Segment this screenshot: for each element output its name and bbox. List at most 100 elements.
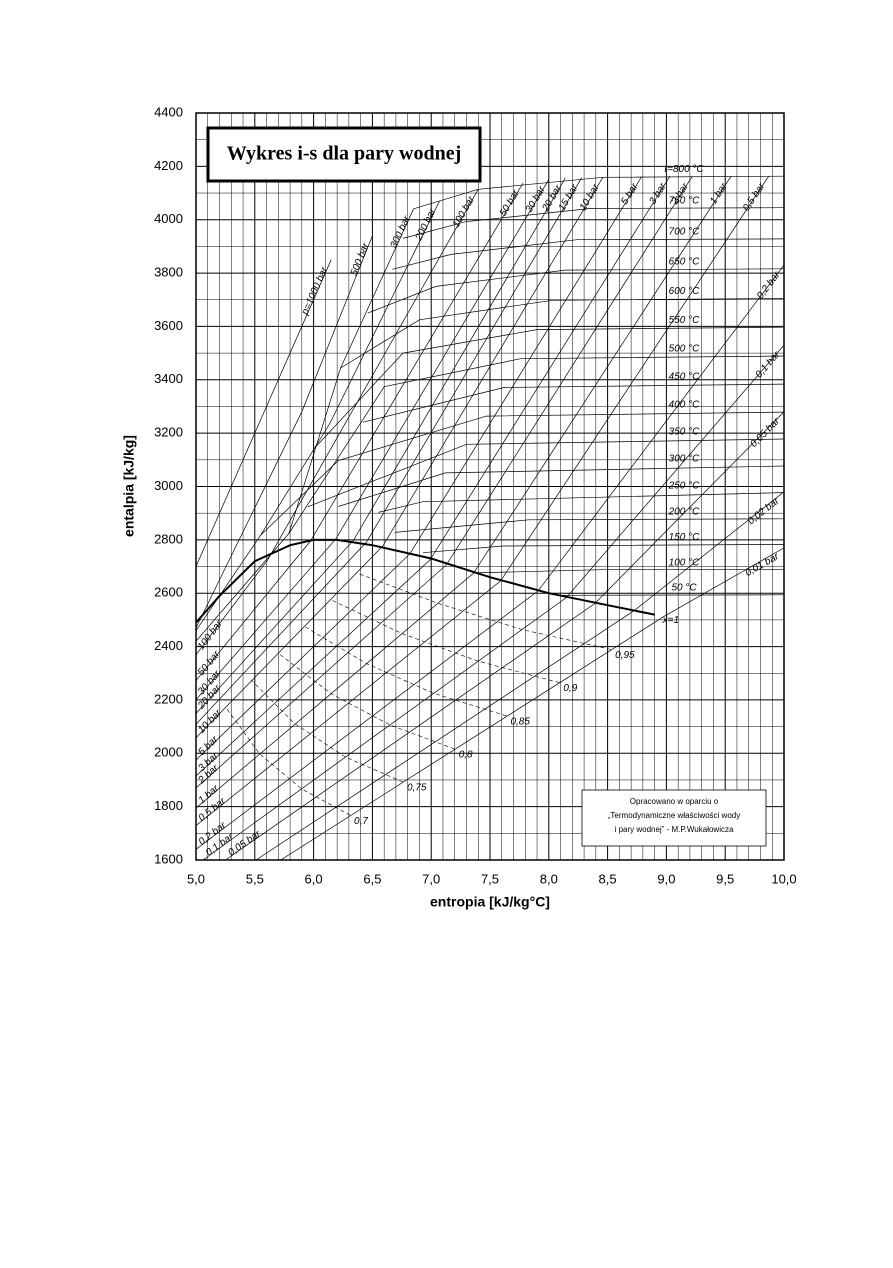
x-tick-label: 7,5 (481, 871, 499, 886)
isotherm (313, 326, 784, 450)
isobar (196, 176, 732, 809)
note-line: Opracowano w oparciu o (630, 797, 719, 806)
isobar-label: 0,1 bar (754, 349, 783, 380)
isobar-label: 5 bar (619, 181, 641, 207)
y-tick-label: 1800 (154, 798, 183, 813)
isobar-label: 10 bar (196, 707, 224, 735)
y-tick-label: 3800 (154, 265, 183, 280)
isotherm-label: 450 °C (669, 372, 700, 383)
isotherm-label: 150 °C (669, 532, 700, 543)
isobar-label: 0,01 bar (743, 551, 781, 579)
isotherm-label: 250 °C (668, 480, 700, 491)
quality-line (278, 652, 455, 750)
isotherm-label: 700 °C (669, 227, 700, 238)
isotherm (288, 355, 784, 534)
x-tick-label: 7,0 (422, 871, 440, 886)
isobar (225, 411, 784, 860)
isotherm (338, 465, 784, 507)
labels: 5,0 5,5 6,0 6,5 7,0 7,5 8,0 8,5 9,0 9,5 10,0 1600 18… (154, 104, 797, 886)
isobar (196, 176, 693, 789)
isobar (196, 176, 769, 826)
y-tick-label: 4200 (154, 158, 183, 173)
x-tick-label: 8,0 (540, 871, 558, 886)
isotherm (260, 411, 784, 536)
isobar (196, 264, 784, 850)
isobar (196, 177, 604, 739)
y-tick-label: 4000 (154, 211, 183, 226)
isobar (202, 344, 784, 860)
quality-label: 0,95 (615, 650, 635, 661)
quality-line (355, 572, 612, 650)
isotherm (422, 544, 784, 554)
note-line: i pary wodnej” - M.P.Wukałowicza (615, 825, 734, 834)
y-tick-label: 3400 (154, 371, 183, 386)
isotherm (556, 594, 784, 596)
grid (195, 112, 785, 861)
curves (196, 175, 784, 860)
isobar-label: 200 bar (413, 206, 439, 243)
isotherm (367, 268, 784, 314)
y-tick-label: 2600 (154, 585, 183, 600)
isobar (280, 547, 784, 860)
y-tick-label: 2400 (154, 638, 183, 653)
y-tick-label: 2800 (154, 531, 183, 546)
isobar-label: 100 bar (196, 618, 226, 652)
y-tick-label: 1600 (154, 851, 183, 866)
y-tick-label: 2000 (154, 745, 183, 760)
isotherm-label: 650 °C (669, 256, 700, 267)
isobar (196, 235, 373, 629)
quality-line (251, 679, 404, 783)
x-tick-label: 9,5 (716, 871, 734, 886)
isobar-label: 3 bar (647, 181, 669, 207)
quality-line (304, 626, 507, 717)
curve-label: x=1 (662, 615, 679, 626)
x-tick-label: 6,0 (305, 871, 323, 886)
y-tick-label: 3600 (154, 318, 183, 333)
note-box (581, 789, 767, 847)
isotherm (340, 298, 784, 369)
note-line: „Termodynamiczne właściwości wody (608, 811, 740, 820)
chart-title: Wykres i-s dla pary wodnej (227, 143, 461, 165)
y-tick-label: 3200 (154, 425, 183, 440)
isotherm-label: 400 °C (669, 400, 700, 411)
isotherm-label: 550 °C (669, 315, 700, 326)
x-tick-label: 5,5 (246, 871, 264, 886)
quality-label: 0,8 (459, 750, 473, 761)
isobar (196, 189, 479, 656)
x-tick-label: 6,5 (363, 871, 381, 886)
x-tick-label: 9,0 (657, 871, 675, 886)
x-tick-label: 10,0 (771, 871, 796, 886)
x-tick-label: 8,5 (599, 871, 617, 886)
y-tick-label: 4400 (154, 104, 183, 119)
isobar (255, 491, 784, 860)
isobar-label: 1 bar (708, 181, 730, 207)
isotherm (394, 518, 784, 533)
isotherm-label: 100 °C (669, 557, 700, 568)
y-axis-label: entalpia [kJ/kg] (121, 435, 137, 537)
isotherm (413, 175, 784, 210)
isotherm-label: 350 °C (669, 427, 700, 438)
isotherm (392, 238, 784, 270)
isotherm-label: 50 °C (671, 582, 697, 593)
y-tick-label: 3000 (154, 478, 183, 493)
isotherm (307, 438, 784, 508)
x-tick-label: 5,0 (187, 871, 205, 886)
isobar (196, 208, 414, 642)
isobar (196, 177, 583, 725)
isobar-label: 0,05 bar (226, 828, 263, 858)
isobar-label: 0,5 bar (741, 181, 768, 214)
quality-label: 0,85 (510, 717, 530, 728)
isotherm (473, 569, 784, 574)
isotherm (402, 207, 784, 239)
isotherm (378, 492, 784, 513)
isobar (196, 259, 332, 567)
y-tick-label: 2200 (154, 691, 183, 706)
isobar-label: 50 bar (498, 188, 522, 219)
isobar (196, 201, 440, 631)
isobar-label: 10 bar (578, 182, 602, 213)
title-box (206, 126, 482, 183)
isobar (196, 177, 566, 714)
isobar-label: 0,02 bar (746, 495, 782, 527)
isotherm (362, 383, 784, 423)
